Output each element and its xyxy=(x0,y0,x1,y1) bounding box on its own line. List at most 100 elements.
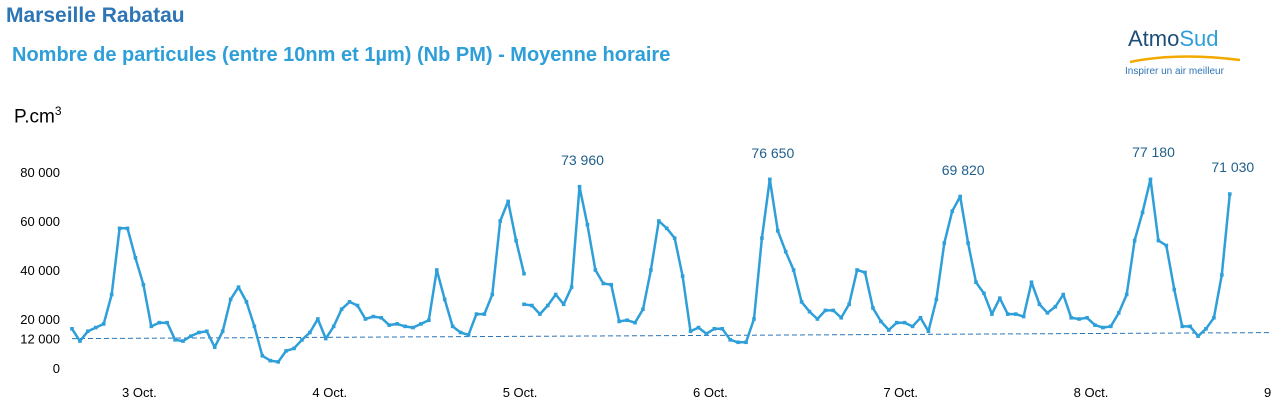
atmosud-logo: AtmoSud Inspirer un air meilleur xyxy=(1118,26,1248,82)
data-point xyxy=(490,292,495,297)
data-point xyxy=(434,268,439,272)
data-point xyxy=(752,317,756,321)
peak-annotation: 71 030 xyxy=(1211,159,1254,175)
data-point xyxy=(633,320,637,325)
data-point xyxy=(553,292,558,297)
data-point xyxy=(205,329,209,334)
data-point xyxy=(450,324,455,329)
y-axis-unit-label: P.cm3 xyxy=(14,104,62,128)
data-point xyxy=(1093,323,1097,327)
data-point xyxy=(855,268,859,272)
y-tick-label: 12 000 xyxy=(20,332,60,347)
data-point xyxy=(70,327,74,331)
data-point xyxy=(601,281,606,286)
data-point xyxy=(538,312,542,316)
data-point xyxy=(807,309,812,314)
data-point xyxy=(149,324,154,329)
data-point xyxy=(276,360,280,364)
data-point xyxy=(403,324,407,329)
data-point xyxy=(1212,315,1216,320)
data-point xyxy=(760,236,764,240)
data-point xyxy=(625,318,629,323)
data-point xyxy=(910,324,915,329)
y-tick-label: 80 000 xyxy=(20,165,60,180)
data-point xyxy=(1164,243,1169,248)
data-point xyxy=(1085,315,1089,320)
data-point xyxy=(1180,324,1184,329)
data-point xyxy=(141,282,146,287)
x-tick-label: 5 Oct. xyxy=(503,385,538,400)
data-point xyxy=(474,312,479,316)
data-point xyxy=(728,338,732,342)
data-point xyxy=(371,314,376,319)
data-point xyxy=(78,339,82,343)
data-point xyxy=(950,209,955,213)
data-point xyxy=(522,302,526,307)
data-point xyxy=(1077,317,1081,321)
data-point xyxy=(720,327,725,331)
data-point xyxy=(879,319,883,324)
data-point xyxy=(395,322,399,326)
data-point xyxy=(894,320,899,325)
data-point xyxy=(1188,324,1192,329)
data-point xyxy=(815,317,820,321)
chart-subtitle: Nombre de particules (entre 10nm et 1µm)… xyxy=(12,44,671,66)
data-point xyxy=(173,338,177,342)
data-point xyxy=(704,331,709,336)
data-point xyxy=(934,297,939,302)
x-tick-label: 7 Oct. xyxy=(883,385,918,400)
data-point xyxy=(522,271,526,276)
peak-annotation: 69 820 xyxy=(942,162,985,178)
data-point xyxy=(546,303,550,308)
data-point xyxy=(1196,334,1200,338)
data-point xyxy=(458,330,463,335)
x-tick-label: 4 Oct. xyxy=(312,385,347,400)
data-point xyxy=(783,249,788,254)
data-point xyxy=(236,285,241,289)
data-point xyxy=(1227,192,1232,196)
data-point xyxy=(228,297,233,302)
data-point xyxy=(165,320,169,325)
data-point xyxy=(1204,327,1208,331)
data-point xyxy=(411,325,415,330)
data-point xyxy=(688,329,693,334)
data-point xyxy=(791,268,796,272)
peak-annotation: 73 960 xyxy=(561,152,604,168)
data-point xyxy=(514,238,518,243)
data-point xyxy=(799,300,804,304)
data-point xyxy=(1124,292,1129,297)
data-point xyxy=(93,325,98,330)
data-point xyxy=(1021,314,1026,319)
chart-title: Marseille Rabatau xyxy=(6,4,185,27)
data-point xyxy=(958,194,962,199)
data-point xyxy=(902,320,907,325)
data-point xyxy=(125,226,130,231)
logo-swoosh-icon xyxy=(1129,55,1241,64)
unit-exponent: 3 xyxy=(54,104,62,118)
logo-word-sud: Sud xyxy=(1179,26,1219,51)
peak-annotation: 77 180 xyxy=(1132,144,1175,160)
logo-word-atmo: Atmo xyxy=(1128,26,1180,51)
data-point xyxy=(1037,302,1042,307)
data-point xyxy=(641,307,645,311)
data-point xyxy=(284,349,288,353)
data-point xyxy=(736,340,740,345)
data-point xyxy=(831,308,836,313)
data-point xyxy=(839,315,844,320)
data-point xyxy=(863,270,867,275)
data-point xyxy=(672,236,677,240)
data-point xyxy=(498,219,503,223)
data-point xyxy=(585,222,590,227)
y-tick-label: 60 000 xyxy=(20,214,60,229)
data-point xyxy=(657,219,661,223)
x-tick-label: 9 Oct. xyxy=(1264,385,1274,400)
data-point xyxy=(212,345,217,349)
peak-annotation: 76 650 xyxy=(751,145,794,161)
data-point xyxy=(1045,311,1050,315)
data-point xyxy=(1132,238,1137,243)
data-point xyxy=(1053,304,1058,309)
data-point xyxy=(268,358,273,363)
data-point xyxy=(1029,280,1034,285)
data-point xyxy=(1172,287,1177,292)
